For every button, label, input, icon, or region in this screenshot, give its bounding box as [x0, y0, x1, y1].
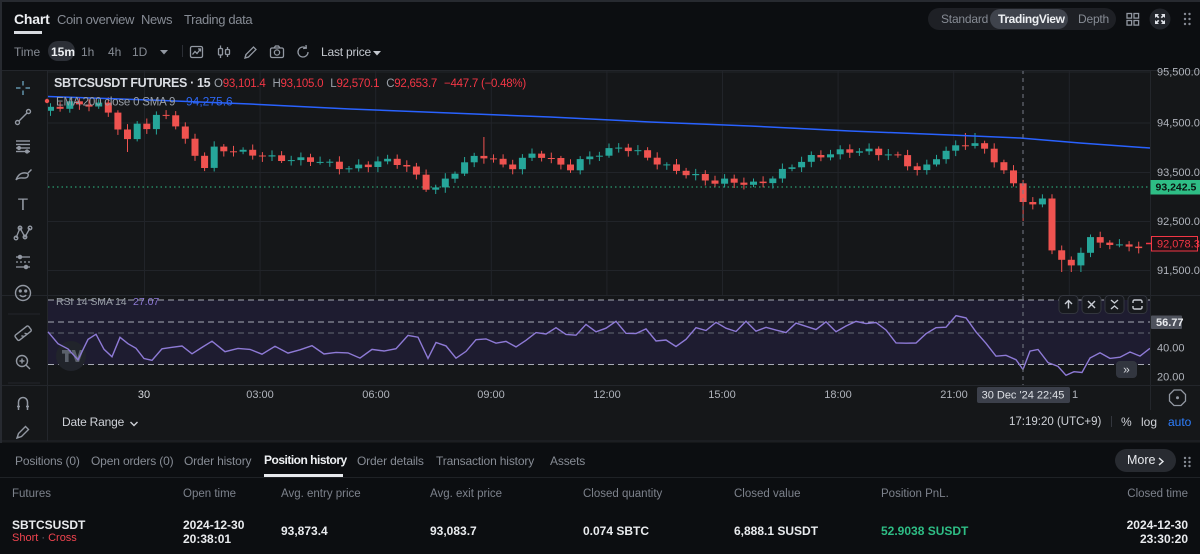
svg-text:94,500.0: 94,500.0 [1157, 118, 1200, 130]
svg-text:93,500.0: 93,500.0 [1157, 167, 1200, 179]
svg-text:92,078.3: 92,078.3 [1157, 239, 1200, 251]
svg-text:1: 1 [1072, 389, 1078, 401]
svg-text:15:00: 15:00 [708, 389, 736, 401]
svg-text:SBTCSUSDT FUTURES · 15: SBTCSUSDT FUTURES · 15 [54, 76, 211, 90]
svg-text:20.00: 20.00 [1157, 372, 1185, 384]
svg-text:03:00: 03:00 [246, 389, 274, 401]
svg-text:RSI 14 SMA 14: RSI 14 SMA 14 [56, 296, 127, 308]
svg-text:T: T [18, 195, 28, 214]
svg-text:»: » [1123, 363, 1130, 377]
svg-text:56.77: 56.77 [1156, 317, 1184, 329]
svg-text:12:00: 12:00 [593, 389, 621, 401]
svg-text:18:00: 18:00 [824, 389, 852, 401]
svg-text:09:00: 09:00 [477, 389, 505, 401]
svg-text:06:00: 06:00 [362, 389, 390, 401]
svg-text:94,275.6: 94,275.6 [186, 95, 233, 109]
svg-text:EMA 200 close 0 SMA 9: EMA 200 close 0 SMA 9 [56, 97, 175, 109]
svg-text:95,500.0: 95,500.0 [1157, 67, 1200, 79]
svg-text:93,242.5: 93,242.5 [1156, 182, 1197, 194]
svg-text:30 Dec '24 22:45: 30 Dec '24 22:45 [982, 390, 1065, 402]
svg-text:40.00: 40.00 [1157, 343, 1185, 355]
svg-text:30: 30 [138, 389, 150, 401]
svg-text:27.07: 27.07 [133, 296, 159, 308]
svg-text:91,500.0: 91,500.0 [1157, 265, 1200, 277]
svg-text:92,500.0: 92,500.0 [1157, 216, 1200, 228]
svg-text:21:00: 21:00 [940, 389, 968, 401]
